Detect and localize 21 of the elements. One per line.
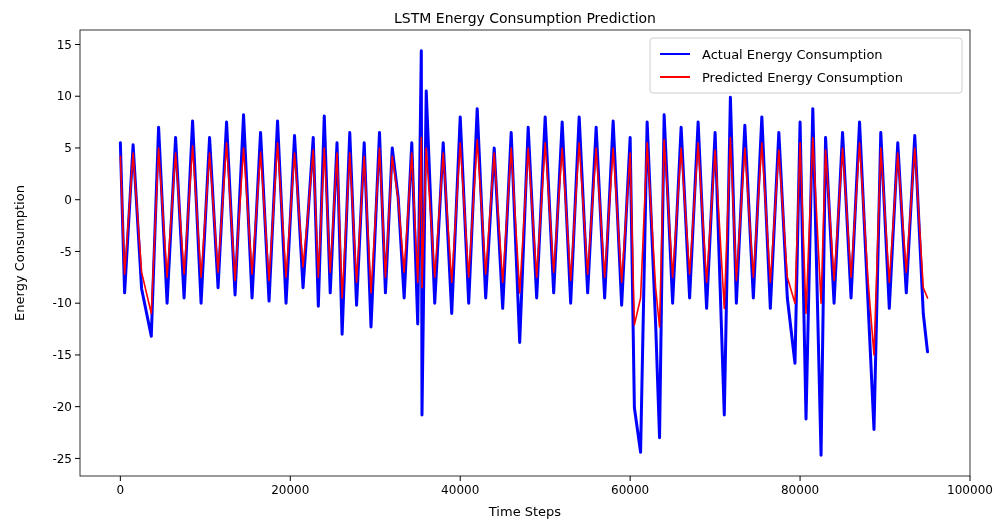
x-tick-label: 20000 xyxy=(271,483,310,497)
x-axis-title: Time Steps xyxy=(487,504,562,519)
legend-label: Predicted Energy Consumption xyxy=(702,69,903,85)
y-tick-label: 0 xyxy=(64,192,72,207)
y-axis-title: Energy Consumption xyxy=(12,185,27,321)
x-tick-label: 100000 xyxy=(947,483,993,497)
x-tick-label: 40000 xyxy=(441,483,480,497)
y-tick-label: -5 xyxy=(60,244,72,259)
legend-label: Actual Energy Consumption xyxy=(702,46,883,62)
y-tick-label: 5 xyxy=(64,141,72,156)
y-tick-label: -15 xyxy=(52,348,72,363)
x-tick-label: 60000 xyxy=(611,483,650,497)
y-tick-label: -25 xyxy=(52,451,72,466)
y-tick-label: 10 xyxy=(56,89,72,104)
x-tick-label: 80000 xyxy=(780,483,820,497)
x-tick-label: 0 xyxy=(116,483,125,497)
y-tick-label: 15 xyxy=(56,37,72,52)
y-tick-label: -10 xyxy=(52,296,72,311)
y-tick-label: -20 xyxy=(52,399,72,414)
chart-title: LSTM Energy Consumption Prediction xyxy=(394,10,656,26)
line-series xyxy=(119,136,929,356)
